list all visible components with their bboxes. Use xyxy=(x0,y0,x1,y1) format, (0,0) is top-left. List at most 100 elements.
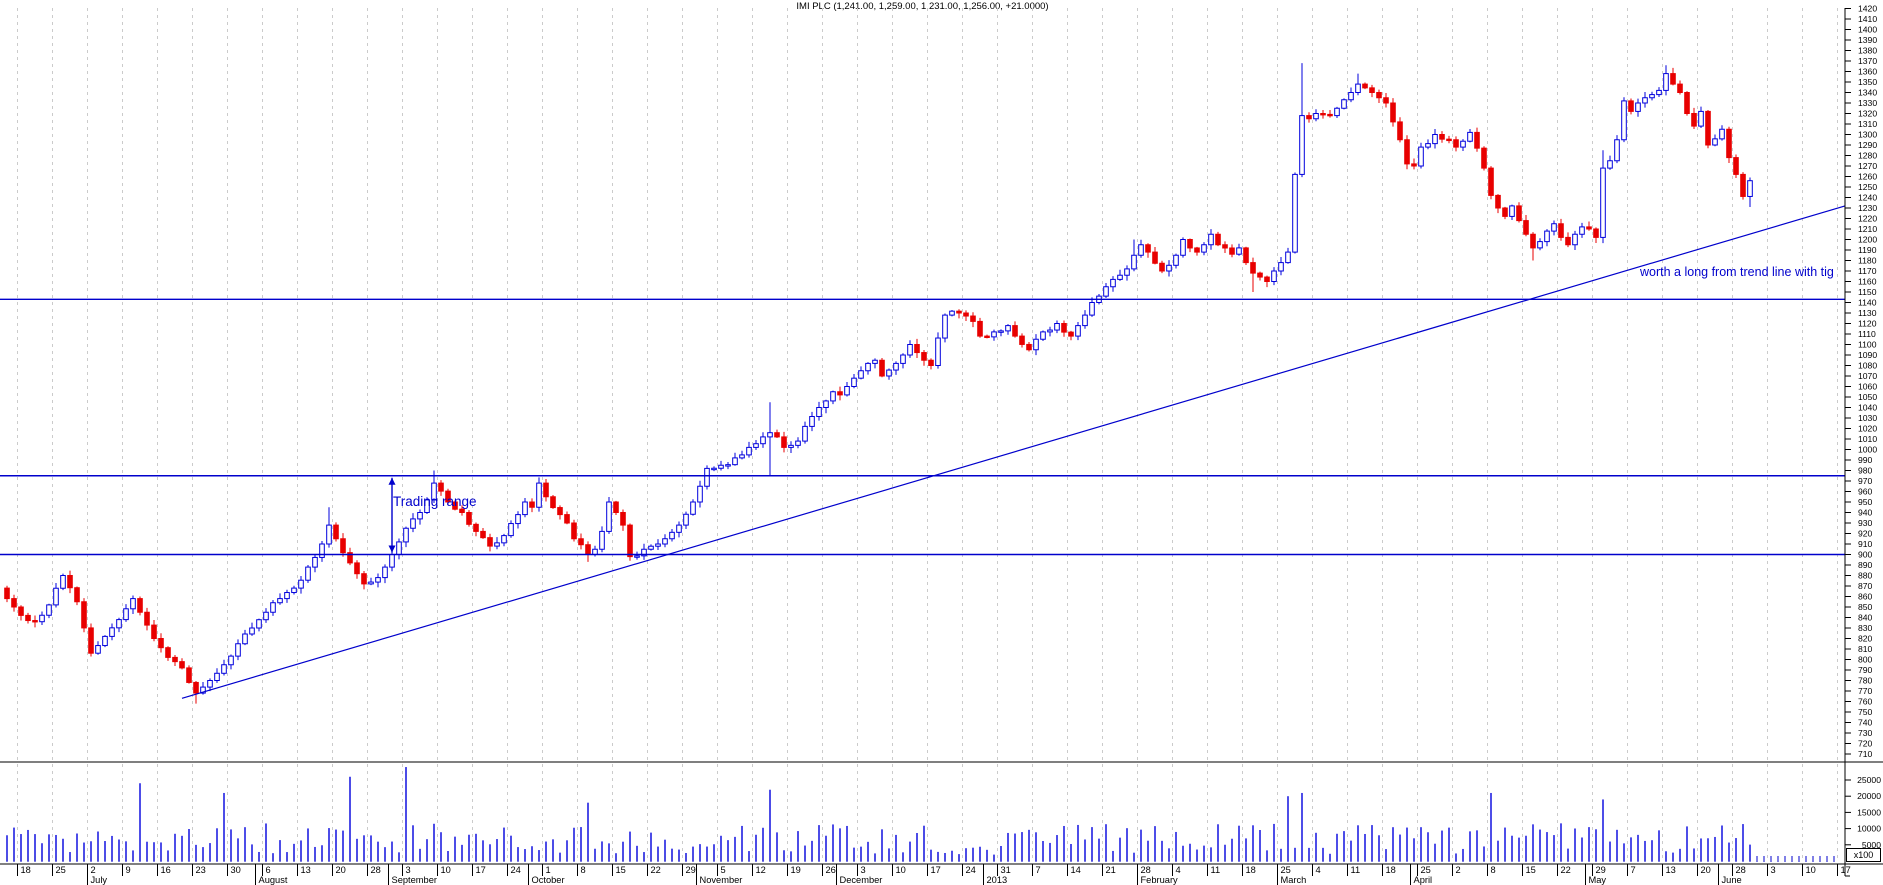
candle-body xyxy=(256,619,262,629)
candle-body xyxy=(1341,99,1347,109)
candle-body xyxy=(1642,97,1648,104)
price-tick-label: 1220 xyxy=(1858,214,1877,224)
month-label: April xyxy=(1414,875,1433,885)
candle-body xyxy=(60,575,66,589)
candle-body xyxy=(858,370,864,379)
price-tick-label: 1410 xyxy=(1858,14,1877,24)
candle-body xyxy=(368,581,374,585)
candle-body xyxy=(1747,180,1753,197)
candle-body xyxy=(1432,134,1438,145)
week-label: 23 xyxy=(196,865,206,875)
trading-range-arrow[interactable] xyxy=(388,477,396,553)
annotation-trend-note[interactable]: worth a long from trend line with tig xyxy=(1640,265,1834,279)
price-tick-label: 1180 xyxy=(1858,256,1877,266)
candle-body xyxy=(487,537,493,547)
candle-body xyxy=(529,501,535,508)
week-label: 18 xyxy=(21,865,31,875)
candle-body xyxy=(1313,113,1319,120)
annotation-trading-range[interactable]: Trading range xyxy=(393,494,477,509)
price-tick-label: 1070 xyxy=(1858,371,1877,381)
month-label: 2013 xyxy=(987,875,1008,885)
candle-body xyxy=(46,604,52,616)
price-tick-label: 770 xyxy=(1858,686,1873,696)
candle-body xyxy=(1355,83,1361,93)
candle-body xyxy=(1684,92,1690,114)
candle-body xyxy=(431,482,437,501)
date-axis: 18 25 2 9 16 23 30 6 13 20 28 3 10 17 24 1 8 15 22 29 5 12 19 2… xyxy=(0,856,1883,885)
candle-body xyxy=(1390,102,1396,123)
candle-body xyxy=(760,436,766,445)
candle-body xyxy=(312,556,318,568)
candle-body xyxy=(1061,323,1067,333)
arrow-head-down xyxy=(388,545,396,553)
candle-body xyxy=(1369,87,1375,94)
candle-body xyxy=(1075,325,1081,337)
candle-body xyxy=(648,545,654,550)
price-tick-label: 980 xyxy=(1858,466,1873,476)
candle-body xyxy=(746,446,752,456)
price-tick-label: 970 xyxy=(1858,476,1873,486)
candle-body xyxy=(606,501,612,532)
candle-body xyxy=(774,432,780,438)
trendline[interactable] xyxy=(181,205,1846,699)
candle-body xyxy=(347,552,353,564)
price-tick-label: 1210 xyxy=(1858,224,1877,234)
candle-body xyxy=(641,548,647,557)
week-label: 1 xyxy=(546,865,551,875)
candle-body xyxy=(1257,272,1263,278)
candle-body xyxy=(1677,83,1683,93)
candle-body xyxy=(592,548,598,555)
price-tick-label: 1030 xyxy=(1858,413,1877,423)
candle-body xyxy=(1726,128,1732,159)
candle-body xyxy=(1334,107,1340,117)
candle-body xyxy=(396,541,402,555)
candle-body xyxy=(753,443,759,448)
candle-body xyxy=(1306,115,1312,120)
candle-body xyxy=(1628,100,1634,112)
week-label: 7 xyxy=(1036,865,1041,875)
week-label: 4 xyxy=(1316,865,1321,875)
candle-body xyxy=(1691,113,1697,127)
candle-body xyxy=(193,681,199,694)
candle-body xyxy=(1607,160,1613,169)
price-tick-label: 1350 xyxy=(1858,77,1877,87)
candle-body xyxy=(998,330,1004,333)
candle-body xyxy=(11,598,17,608)
candle-body xyxy=(1229,247,1235,255)
price-tick-label: 870 xyxy=(1858,581,1873,591)
price-tick-label: 890 xyxy=(1858,560,1873,570)
price-tick-label: 950 xyxy=(1858,497,1873,507)
weekly-gridlines xyxy=(17,8,1838,861)
candle-body xyxy=(1159,262,1165,272)
candle-body xyxy=(1425,143,1431,148)
candle-body xyxy=(697,485,703,503)
candle-body xyxy=(676,524,682,533)
candle-body xyxy=(1614,139,1620,162)
candle-body xyxy=(165,647,171,658)
price-tick-label: 960 xyxy=(1858,487,1873,497)
candle-body xyxy=(1404,139,1410,165)
candle-body xyxy=(1026,343,1032,351)
candle-body xyxy=(984,335,990,339)
candle-body xyxy=(1740,173,1746,197)
candle-body xyxy=(725,464,731,467)
candle-body xyxy=(1537,241,1543,249)
price-tick-label: 1140 xyxy=(1858,298,1877,308)
candle-body xyxy=(893,362,899,371)
candle-body xyxy=(1033,338,1039,351)
price-tick-label: 1330 xyxy=(1858,98,1877,108)
price-tick-label: 860 xyxy=(1858,592,1873,602)
week-label: 28 xyxy=(1141,865,1151,875)
price-tick-label: 1340 xyxy=(1858,88,1877,98)
candle-body xyxy=(1523,220,1529,235)
candle-body xyxy=(767,432,773,438)
week-label: 19 xyxy=(791,865,801,875)
candle-body xyxy=(305,566,311,581)
candle-body xyxy=(830,391,836,402)
candle-body xyxy=(900,354,906,364)
candle-body xyxy=(74,587,80,603)
candle-body xyxy=(942,314,948,339)
price-tick-label: 1020 xyxy=(1858,424,1877,434)
price-tick-label: 780 xyxy=(1858,676,1873,686)
